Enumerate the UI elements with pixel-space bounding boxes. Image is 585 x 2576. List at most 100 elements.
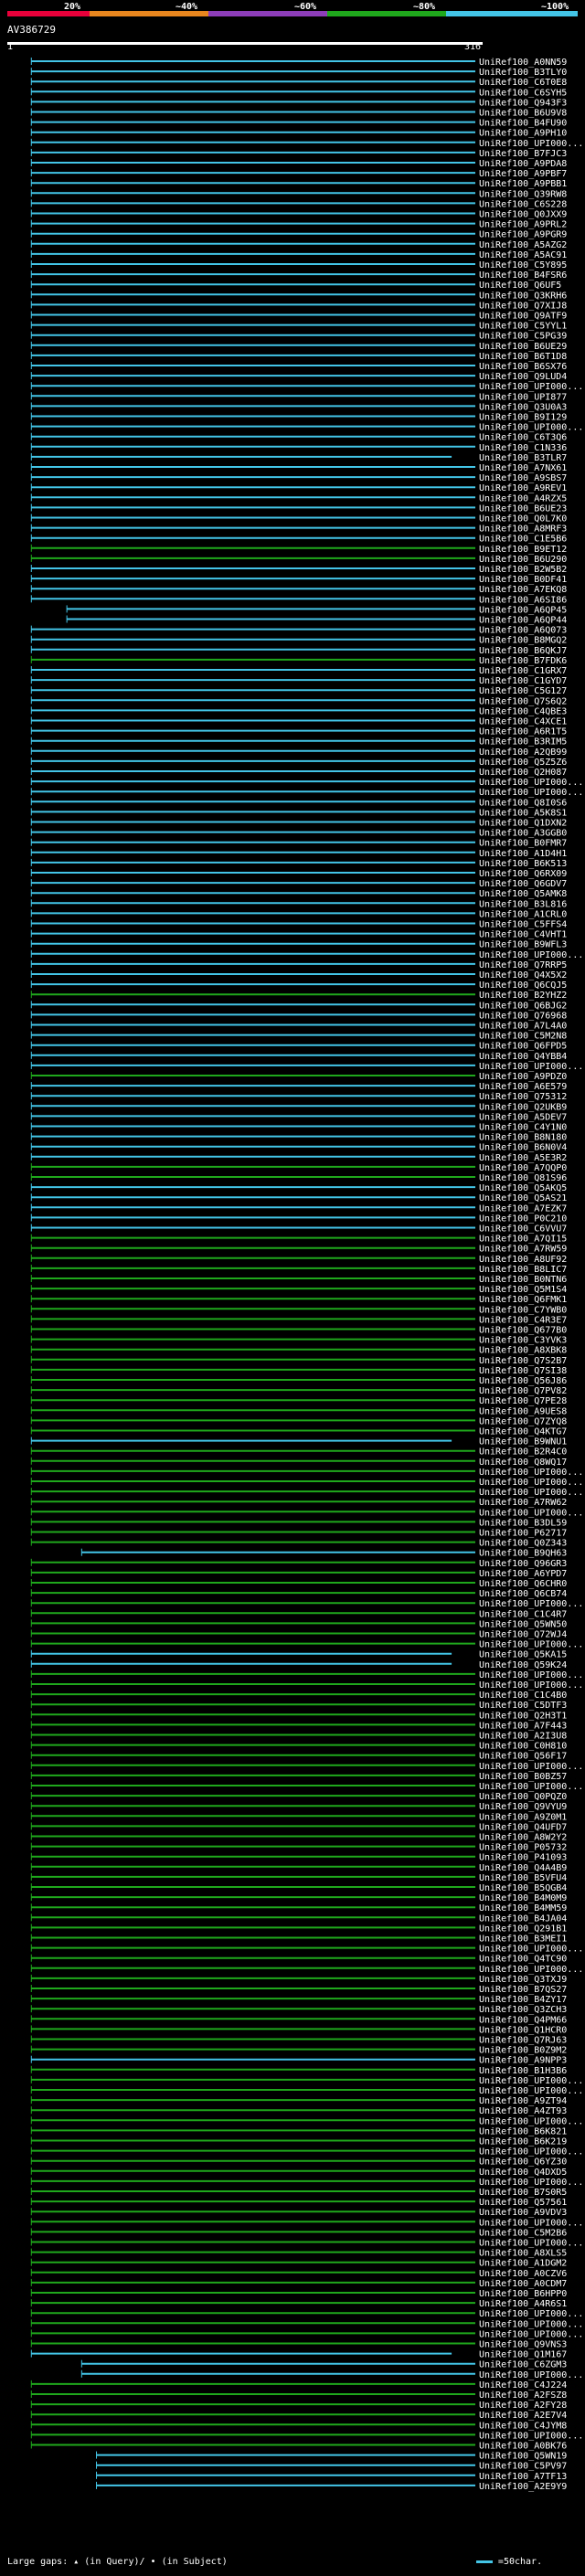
hit-row[interactable]: UniRef100_Q7SI38 bbox=[30, 1365, 567, 1376]
hit-row[interactable]: UniRef100_Q7ZYQ8 bbox=[30, 1416, 567, 1426]
hit-label[interactable]: UniRef100_B2W5B2 bbox=[479, 565, 567, 575]
hit-label[interactable]: UniRef100_A7EZK7 bbox=[479, 1203, 567, 1214]
hit-label[interactable]: UniRef100_B2YHZ2 bbox=[479, 991, 567, 1001]
hit-row[interactable]: UniRef100_P62717 bbox=[30, 1528, 567, 1539]
hit-row[interactable]: UniRef100_A7QI15 bbox=[30, 1234, 567, 1245]
hit-row[interactable]: UniRef100_B8N180 bbox=[30, 1132, 567, 1143]
hit-row[interactable]: UniRef100_Q57561 bbox=[30, 2198, 567, 2208]
hit-row[interactable]: UniRef100_B3RIM5 bbox=[30, 737, 567, 747]
hit-row[interactable]: UniRef100_Q4KTG7 bbox=[30, 1426, 567, 1437]
hit-row[interactable]: UniRef100_A1CRL0 bbox=[30, 909, 567, 919]
hit-label[interactable]: UniRef100_Q3TXJ9 bbox=[479, 1975, 567, 1985]
hit-row[interactable]: UniRef100_B6U9V8 bbox=[30, 108, 567, 119]
hit-label[interactable]: UniRef100_Q3ZCH3 bbox=[479, 2005, 567, 2015]
hit-row[interactable]: UniRef100_Q59K24 bbox=[30, 1659, 567, 1670]
hit-label[interactable]: UniRef100_B0BZ57 bbox=[479, 1772, 567, 1782]
hit-label[interactable]: UniRef100_A7NX61 bbox=[479, 463, 567, 473]
hit-label[interactable]: UniRef100_A8W2Y2 bbox=[479, 1833, 567, 1843]
hit-label[interactable]: UniRef100_Q9VNS3 bbox=[479, 2340, 567, 2350]
hit-row[interactable]: UniRef100_UPI000... bbox=[30, 1488, 583, 1498]
hit-row[interactable]: UniRef100_A7NX61 bbox=[30, 463, 567, 473]
hit-label[interactable]: UniRef100_B0FMR7 bbox=[479, 839, 567, 849]
hit-label[interactable]: UniRef100_B5QGB4 bbox=[479, 1883, 567, 1893]
hit-row[interactable]: UniRef100_B5VFU4 bbox=[30, 1872, 567, 1883]
hit-label[interactable]: UniRef100_B5VFU4 bbox=[479, 1873, 567, 1883]
hit-row[interactable]: UniRef100_Q8I0S6 bbox=[30, 798, 567, 808]
hit-row[interactable]: UniRef100_A9Z0M1 bbox=[30, 1812, 567, 1822]
hit-row[interactable]: UniRef100_B2R4C0 bbox=[30, 1447, 567, 1458]
hit-row[interactable]: UniRef100_UPI000... bbox=[30, 2177, 583, 2188]
hit-label[interactable]: UniRef100_UPI000... bbox=[479, 1640, 583, 1650]
hit-row[interactable]: UniRef100_C5PG39 bbox=[30, 331, 567, 342]
hit-row[interactable]: UniRef100_Q9LUD4 bbox=[30, 372, 567, 382]
hit-label[interactable]: UniRef100_C4JYM8 bbox=[479, 2421, 567, 2431]
hit-label[interactable]: UniRef100_A9PH10 bbox=[479, 129, 567, 139]
hit-label[interactable]: UniRef100_A2E9Y9 bbox=[479, 2482, 567, 2492]
hit-label[interactable]: UniRef100_Q57561 bbox=[479, 2198, 567, 2208]
hit-label[interactable]: UniRef100_A1CRL0 bbox=[479, 909, 567, 919]
hit-label[interactable]: UniRef100_Q72WJ4 bbox=[479, 1630, 567, 1640]
hit-label[interactable]: UniRef100_B0DF41 bbox=[479, 575, 567, 585]
hit-label[interactable]: UniRef100_Q5AKQ5 bbox=[479, 1183, 567, 1193]
hit-row[interactable]: UniRef100_Q6BJG2 bbox=[30, 1001, 567, 1011]
hit-label[interactable]: UniRef100_Q0L7K0 bbox=[479, 514, 567, 525]
hit-label[interactable]: UniRef100_Q9ATF9 bbox=[479, 312, 567, 322]
hit-row[interactable]: UniRef100_A9PRL2 bbox=[30, 219, 567, 230]
hit-label[interactable]: UniRef100_A6YPD7 bbox=[479, 1569, 567, 1579]
hit-row[interactable]: UniRef100_Q56F17 bbox=[30, 1751, 567, 1762]
hit-label[interactable]: UniRef100_B9QH63 bbox=[479, 1549, 567, 1559]
hit-row[interactable]: UniRef100_A6YPD7 bbox=[30, 1568, 567, 1579]
hit-row[interactable]: UniRef100_B6K821 bbox=[30, 2126, 567, 2136]
hit-label[interactable]: UniRef100_B4FU90 bbox=[479, 119, 567, 129]
hit-row[interactable]: UniRef100_B0BZ57 bbox=[30, 1771, 567, 1782]
hit-row[interactable]: UniRef100_C1E5B6 bbox=[30, 534, 567, 545]
hit-label[interactable]: UniRef100_C4VHT1 bbox=[479, 930, 567, 940]
hit-row[interactable]: UniRef100_Q9VNS3 bbox=[30, 2339, 567, 2350]
hit-label[interactable]: UniRef100_Q5WN19 bbox=[479, 2452, 567, 2462]
hit-label[interactable]: UniRef100_B0Z9M2 bbox=[479, 2046, 567, 2056]
hit-row[interactable]: UniRef100_B8MGQ2 bbox=[30, 635, 567, 646]
hit-row[interactable]: UniRef100_Q5Z5Z6 bbox=[30, 757, 567, 768]
hit-row[interactable]: UniRef100_Q1M167 bbox=[30, 2349, 567, 2360]
hit-row[interactable]: UniRef100_Q4A4B9 bbox=[30, 1862, 567, 1873]
hit-row[interactable]: UniRef100_Q56J86 bbox=[30, 1376, 567, 1386]
hit-row[interactable]: UniRef100_UPI000... bbox=[30, 138, 583, 149]
hit-row[interactable]: UniRef100_UPI000... bbox=[30, 2238, 583, 2249]
hit-row[interactable]: UniRef100_Q5M1S4 bbox=[30, 1285, 567, 1295]
hit-row[interactable]: UniRef100_B3L816 bbox=[30, 899, 567, 909]
hit-row[interactable]: UniRef100_UPI000... bbox=[30, 382, 583, 392]
hit-row[interactable]: UniRef100_A4RZX5 bbox=[30, 493, 567, 504]
hit-label[interactable]: UniRef100_A7RW62 bbox=[479, 1498, 567, 1508]
hit-label[interactable]: UniRef100_UPI000... bbox=[479, 1945, 583, 1955]
hit-label[interactable]: UniRef100_Q7RRP5 bbox=[479, 960, 567, 970]
hit-row[interactable]: UniRef100_UPI000... bbox=[30, 2086, 583, 2096]
hit-row[interactable]: UniRef100_A4ZT93 bbox=[30, 2106, 567, 2116]
hit-label[interactable]: UniRef100_C5FFS4 bbox=[479, 920, 567, 930]
hit-row[interactable]: UniRef100_B6K219 bbox=[30, 2136, 567, 2147]
hit-row[interactable]: UniRef100_A6QP44 bbox=[66, 615, 567, 626]
hit-label[interactable]: UniRef100_Q9LUD4 bbox=[479, 372, 567, 382]
hit-label[interactable]: UniRef100_UPI000... bbox=[479, 139, 583, 149]
hit-row[interactable]: UniRef100_Q677B0 bbox=[30, 1325, 567, 1336]
hit-row[interactable]: UniRef100_P41093 bbox=[30, 1852, 567, 1863]
hit-row[interactable]: UniRef100_A7L4A0 bbox=[30, 1021, 567, 1032]
hit-row[interactable]: UniRef100_Q96GR3 bbox=[30, 1558, 567, 1569]
hit-row[interactable]: UniRef100_C4R3E7 bbox=[30, 1315, 567, 1325]
hit-label[interactable]: UniRef100_A7EKQ8 bbox=[479, 585, 567, 595]
hit-row[interactable]: UniRef100_Q5AMK8 bbox=[30, 889, 567, 899]
hit-label[interactable]: UniRef100_Q75312 bbox=[479, 1092, 567, 1102]
hit-label[interactable]: UniRef100_B3TLR7 bbox=[479, 453, 567, 463]
hit-label[interactable]: UniRef100_B6U290 bbox=[479, 555, 567, 565]
hit-label[interactable]: UniRef100_B1H3B6 bbox=[479, 2066, 567, 2076]
hit-label[interactable]: UniRef100_Q5WN50 bbox=[479, 1619, 567, 1629]
hit-row[interactable]: UniRef100_Q3U0A3 bbox=[30, 402, 567, 412]
hit-label[interactable]: UniRef100_B6K821 bbox=[479, 2126, 567, 2136]
hit-row[interactable]: UniRef100_B6K513 bbox=[30, 858, 567, 869]
hit-row[interactable]: UniRef100_Q76968 bbox=[30, 1011, 567, 1021]
hit-label[interactable]: UniRef100_UPI000... bbox=[479, 2116, 583, 2126]
hit-row[interactable]: UniRef100_Q72WJ4 bbox=[30, 1629, 567, 1640]
hit-row[interactable]: UniRef100_UPI000... bbox=[30, 2309, 583, 2319]
hit-label[interactable]: UniRef100_Q2UKB9 bbox=[479, 1102, 567, 1112]
hit-row[interactable]: UniRef100_Q5KA15 bbox=[30, 1649, 567, 1660]
hit-row[interactable]: UniRef100_UPI000... bbox=[30, 1782, 583, 1792]
